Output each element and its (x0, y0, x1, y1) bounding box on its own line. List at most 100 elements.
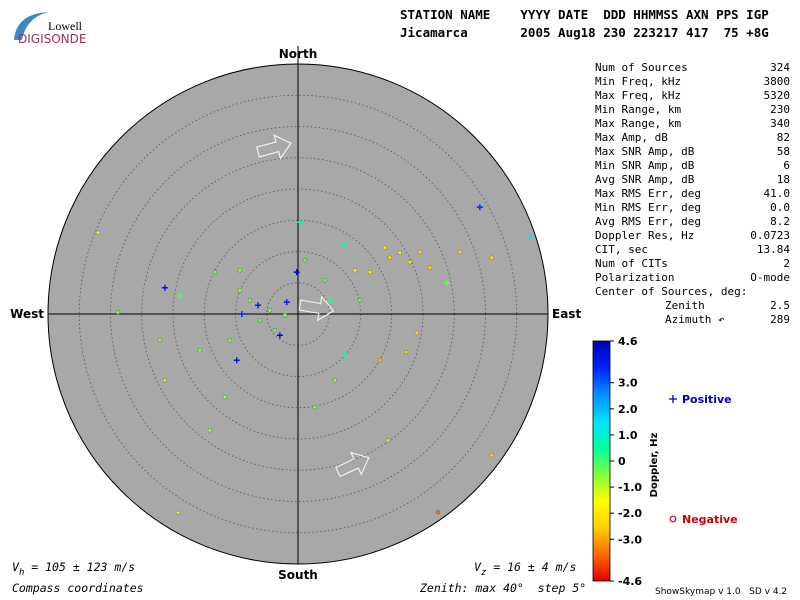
negative-point (95, 230, 101, 235)
negative-point (322, 278, 328, 283)
center-value: 289 (770, 313, 790, 326)
positive-point (255, 302, 261, 309)
vz-sub: z (481, 568, 486, 578)
header-values: Jicamarca 2005 Aug18 230 223217 417 75 +… (400, 25, 769, 40)
stat-label: Max Amp, dB (595, 131, 668, 144)
negative-point (417, 249, 423, 255)
stat-label: Num of CITs (595, 257, 668, 270)
legend-label: Negative (682, 513, 738, 526)
center-value: 2.5 (770, 299, 790, 312)
colorbar-label: Doppler, Hz (649, 433, 660, 498)
legend-marker (669, 395, 677, 403)
negative-point (377, 358, 383, 363)
negative-point (382, 245, 388, 250)
stat-value: 2 (783, 257, 790, 270)
stat-label: Polarization (595, 271, 674, 284)
stat-value: 0.0723 (750, 229, 790, 242)
header-labels: STATION NAME YYYY DATE DDD HHMMSS AXN PP… (400, 7, 769, 22)
vh-text: = 105 ± 123 m/s (24, 560, 135, 574)
center-title: Center of Sources, deg: (595, 285, 747, 298)
positive-point (341, 352, 348, 359)
negative-point (115, 309, 121, 315)
stat-label: Min SNR Amp, dB (595, 159, 695, 172)
negative-point (222, 394, 228, 400)
negative-point (247, 298, 253, 303)
stat-value: 58 (777, 145, 790, 158)
negative-point (282, 313, 288, 318)
colorbar-tick-label: 2.0 (618, 403, 638, 416)
negative-point (387, 255, 393, 260)
stat-label: Num of Sources (595, 61, 688, 74)
positive-point (476, 204, 483, 211)
stat-label: Avg SNR Amp, dB (595, 173, 695, 186)
stat-label: Min Freq, kHz (595, 75, 681, 88)
negative-point (385, 438, 391, 443)
coords: Compass coordinates (12, 581, 144, 595)
stat-value: 6 (783, 159, 790, 172)
stat-label: Min RMS Err, deg (595, 201, 701, 214)
stat-value: O-mode (750, 271, 790, 284)
negative-point (312, 404, 318, 410)
negative-point (414, 330, 419, 335)
stat-label: Max Range, km (595, 117, 681, 130)
negative-point (157, 338, 163, 343)
version: ShowSkymap v 1.0 SD v 4.2 (655, 587, 787, 597)
vz-symbol: V (474, 560, 482, 574)
stat-value: 18 (777, 173, 790, 186)
logo-top: Lowell (48, 19, 83, 33)
negative-point (197, 348, 203, 353)
colorbar-tick-label: -4.6 (618, 575, 642, 588)
vz-text: = 16 ± 4 m/s (486, 560, 576, 574)
colorbar-tick-label: -2.0 (618, 507, 642, 520)
positive-point (176, 292, 183, 299)
negative-point (272, 328, 278, 333)
colorbar-tick-label: -1.0 (618, 481, 642, 494)
logo-bottom: DIGISONDE (18, 32, 86, 46)
velocity-arrow (335, 451, 370, 478)
legend-marker (669, 515, 677, 523)
zenith-info: Zenith: max 40° step 5° (419, 581, 586, 595)
colorbar (592, 340, 611, 582)
positive-point (276, 332, 283, 339)
colorbar-tick-label: 1.0 (618, 429, 638, 442)
direction-north: North (279, 47, 317, 61)
negative-point (237, 268, 243, 273)
negative-point (403, 349, 409, 355)
positive-point (526, 234, 533, 241)
positive-point (341, 242, 348, 249)
vh-sub: h (19, 568, 24, 578)
direction-south: South (278, 568, 318, 582)
negative-point (162, 378, 168, 383)
negative-point (435, 509, 441, 515)
negative-point (457, 249, 463, 255)
negative-point (175, 510, 181, 515)
stat-label: CIT, sec (595, 243, 648, 256)
vh: Vh = 105 ± 123 m/s (12, 560, 135, 578)
positive-point (326, 297, 333, 304)
stat-value: 13.84 (757, 243, 790, 256)
center-label: Zenith (665, 299, 705, 312)
negative-point (489, 453, 494, 458)
colorbar-tick-label: -3.0 (618, 533, 642, 546)
side-panel: Num of Sources 324 Min Freq, kHz 3800 Max Fr… (592, 61, 791, 588)
negative-point (397, 250, 403, 255)
logo-swoosh (14, 12, 48, 40)
colorbar-tick-label: 4.6 (618, 335, 638, 348)
negative-point (212, 269, 218, 275)
vh-symbol: V (12, 560, 20, 574)
stat-label: Doppler Res, Hz (595, 229, 694, 242)
positive-point (293, 269, 300, 276)
stat-value: 3800 (764, 75, 791, 88)
stat-value: 324 (770, 61, 790, 74)
negative-point (407, 259, 413, 265)
negative-point (352, 268, 358, 273)
stat-value: 340 (770, 117, 790, 130)
legend-label: Positive (682, 393, 732, 406)
negative-point (207, 428, 213, 433)
negative-point (227, 338, 233, 343)
stat-value: 41.0 (764, 187, 791, 200)
stat-label: Max SNR Amp, dB (595, 145, 695, 158)
negative-point (257, 318, 263, 323)
positive-point (296, 219, 303, 226)
stat-value: 230 (770, 103, 790, 116)
